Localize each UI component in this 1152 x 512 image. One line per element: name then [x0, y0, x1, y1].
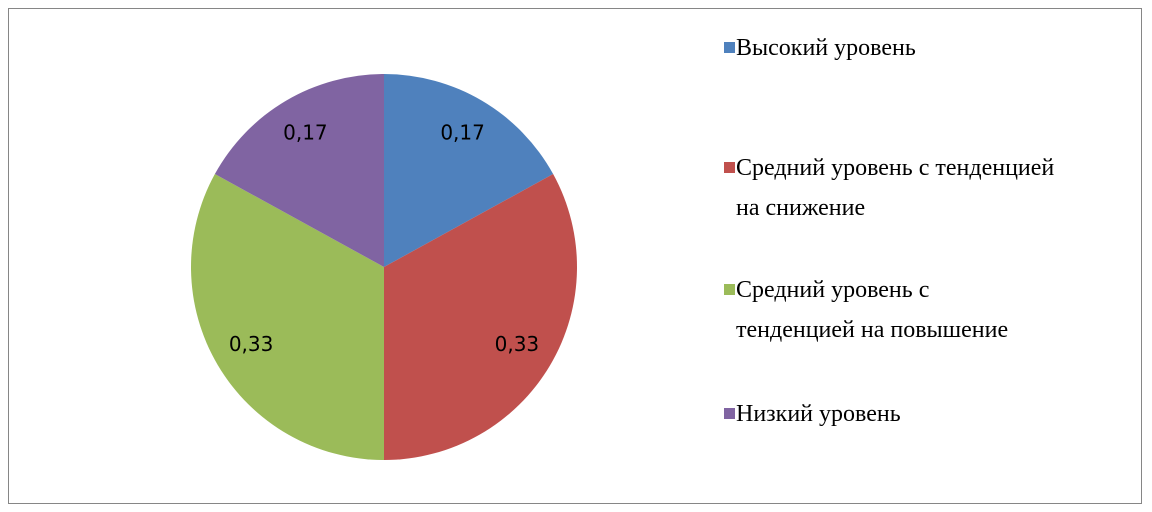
- legend-swatch: [724, 408, 735, 419]
- legend-item: Низкий уровень: [724, 394, 1124, 434]
- chart-frame: [8, 8, 1142, 504]
- legend-item: Средний уровень с тенденцией на снижение: [724, 148, 1074, 228]
- data-label: 0,17: [440, 121, 485, 145]
- pie-slice: [214, 74, 384, 267]
- legend-swatch: [724, 162, 735, 173]
- data-label: 0,33: [229, 332, 274, 356]
- legend-label: Низкий уровень: [736, 401, 901, 427]
- pie-slice: [384, 174, 577, 460]
- pie-slice: [191, 174, 384, 460]
- legend-label: Высокий уровень: [736, 35, 916, 61]
- legend-swatch: [724, 42, 735, 53]
- legend-swatch: [724, 284, 735, 295]
- data-label: 0,33: [495, 332, 540, 356]
- legend-item: Средний уровень с тенденцией на повышени…: [724, 270, 1024, 350]
- legend-item: Высокий уровень: [724, 28, 1124, 68]
- legend-label: Средний уровень с тенденцией на повышени…: [736, 277, 1009, 343]
- data-label: 0,17: [283, 121, 328, 145]
- legend-label: Средний уровень с тенденцией на снижение: [736, 155, 1055, 221]
- pie-slice: [384, 74, 554, 267]
